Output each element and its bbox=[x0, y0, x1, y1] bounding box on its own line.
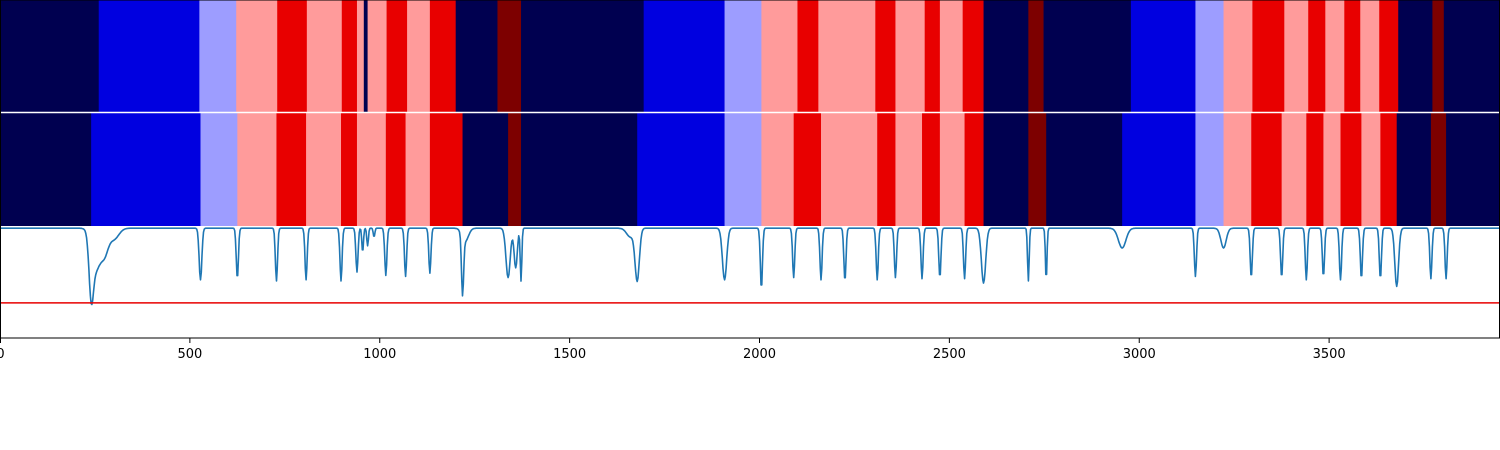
middle-row-segment-dark_navy bbox=[983, 113, 1029, 226]
middle-row-segment-dark_navy bbox=[521, 113, 638, 226]
middle-row-segment-pink bbox=[1281, 113, 1307, 226]
x-tick-label: 1500 bbox=[553, 347, 586, 362]
middle-row-segment-red bbox=[1306, 113, 1324, 226]
signal-line bbox=[0, 227, 1500, 306]
middle-row-segment-pink bbox=[761, 113, 795, 226]
middle-row-segment-dark_red bbox=[508, 113, 522, 226]
top-row-segment-pink bbox=[818, 0, 876, 112]
top-row-segment-dark_navy bbox=[363, 0, 368, 112]
top-row-segment-dark_navy bbox=[983, 0, 1029, 112]
top-row-segment-dark_navy bbox=[1443, 0, 1500, 112]
x-tick-label: 2000 bbox=[743, 347, 776, 362]
heatmap-row-top bbox=[0, 0, 1500, 112]
middle-row-segment-dark_navy bbox=[1046, 113, 1123, 226]
top-row-segment-light_blue bbox=[199, 0, 237, 112]
middle-row-segment-blue bbox=[1122, 113, 1196, 226]
top-row-segment-light_blue bbox=[724, 0, 762, 112]
middle-row-segment-red bbox=[1380, 113, 1398, 226]
top-row-segment-dark_navy bbox=[455, 0, 498, 112]
top-row-segment-dark_red bbox=[1432, 0, 1445, 112]
top-row-segment-pink bbox=[761, 0, 798, 112]
top-row-segment-pink bbox=[367, 0, 387, 112]
middle-row-segment-pink bbox=[306, 113, 342, 226]
x-tick-label: 3500 bbox=[1313, 347, 1346, 362]
middle-row-segment-dark_red bbox=[1430, 113, 1447, 226]
middle-row-segment-red bbox=[922, 113, 941, 226]
x-axis: 0 500 1000 1500 2000 2500 3000 3500 bbox=[0, 338, 1346, 362]
top-row-segment-pink bbox=[407, 0, 431, 112]
top-row-segment-red bbox=[1344, 0, 1361, 112]
top-row-segment-pink bbox=[236, 0, 278, 112]
middle-row-segment-red bbox=[877, 113, 896, 226]
x-tick-label: 2500 bbox=[933, 347, 966, 362]
top-row-segment-red bbox=[429, 0, 457, 112]
top-row-segment-pink bbox=[895, 0, 926, 112]
middle-row-segment-pink bbox=[821, 113, 878, 226]
middle-row-segment-red bbox=[964, 113, 984, 226]
top-row-segment-blue bbox=[643, 0, 725, 112]
top-row-segment-dark_navy bbox=[0, 0, 100, 112]
top-row-segment-pink bbox=[356, 0, 365, 112]
middle-row-segment-pink bbox=[1223, 113, 1252, 226]
signal-panel bbox=[0, 226, 1500, 338]
top-row-segment-pink bbox=[939, 0, 964, 112]
top-row-segment-dark_navy bbox=[521, 0, 645, 112]
heatmap-row-middle bbox=[0, 113, 1500, 226]
top-row-segment-red bbox=[277, 0, 308, 112]
middle-row-segment-pink bbox=[356, 113, 387, 226]
top-row-segment-blue bbox=[1130, 0, 1196, 112]
middle-row-segment-red bbox=[385, 113, 406, 226]
middle-row-segment-red bbox=[276, 113, 307, 226]
top-row-segment-pink bbox=[1360, 0, 1380, 112]
top-row-segment-dark_red bbox=[1028, 0, 1044, 112]
middle-row-segment-dark_navy bbox=[0, 113, 92, 226]
top-row-segment-dark_navy bbox=[1043, 0, 1132, 112]
middle-row-segment-light_blue bbox=[1195, 113, 1224, 226]
middle-row-segment-light_blue bbox=[200, 113, 238, 226]
middle-row-segment-pink bbox=[895, 113, 923, 226]
middle-row-segment-blue bbox=[637, 113, 725, 226]
middle-row-segment-red bbox=[341, 113, 358, 226]
middle-row-segment-light_blue bbox=[724, 113, 762, 226]
top-row-segment-red bbox=[1308, 0, 1326, 112]
x-tick-label: 0 bbox=[0, 347, 5, 362]
top-row-segment-blue bbox=[98, 0, 200, 112]
top-row-segment-red bbox=[1379, 0, 1399, 112]
middle-row-segment-pink bbox=[1361, 113, 1381, 226]
middle-row-segment-pink bbox=[1323, 113, 1341, 226]
top-row-segment-pink bbox=[1223, 0, 1253, 112]
middle-row-segment-red bbox=[429, 113, 463, 226]
top-row-segment-red bbox=[1252, 0, 1285, 112]
top-row-segment-pink bbox=[1325, 0, 1345, 112]
top-row-segment-red bbox=[386, 0, 408, 112]
middle-row-segment-pink bbox=[237, 113, 277, 226]
top-row-segment-pink bbox=[1284, 0, 1309, 112]
top-row-segment-dark_navy bbox=[1398, 0, 1433, 112]
top-row-segment-red bbox=[875, 0, 896, 112]
x-tick-label: 500 bbox=[177, 347, 202, 362]
x-tick-label: 1000 bbox=[363, 347, 396, 362]
middle-row-segment-dark_navy bbox=[1396, 113, 1432, 226]
top-row-segment-light_blue bbox=[1195, 0, 1224, 112]
middle-row-segment-dark_red bbox=[1028, 113, 1047, 226]
top-row-segment-red bbox=[797, 0, 819, 112]
middle-row-segment-red bbox=[1340, 113, 1362, 226]
top-row-segment-pink bbox=[306, 0, 343, 112]
middle-row-segment-dark_navy bbox=[462, 113, 509, 226]
middle-row-segment-blue bbox=[91, 113, 201, 226]
top-row-segment-dark_red bbox=[497, 0, 522, 112]
middle-row-segment-pink bbox=[405, 113, 431, 226]
middle-row-segment-pink bbox=[939, 113, 965, 226]
middle-row-segment-dark_navy bbox=[1446, 113, 1500, 226]
top-row-segment-red bbox=[341, 0, 358, 112]
top-row-segment-red bbox=[962, 0, 984, 112]
middle-row-segment-red bbox=[1251, 113, 1283, 226]
top-row-segment-red bbox=[924, 0, 941, 112]
x-tick-label: 3000 bbox=[1123, 347, 1156, 362]
middle-row-segment-red bbox=[793, 113, 822, 226]
